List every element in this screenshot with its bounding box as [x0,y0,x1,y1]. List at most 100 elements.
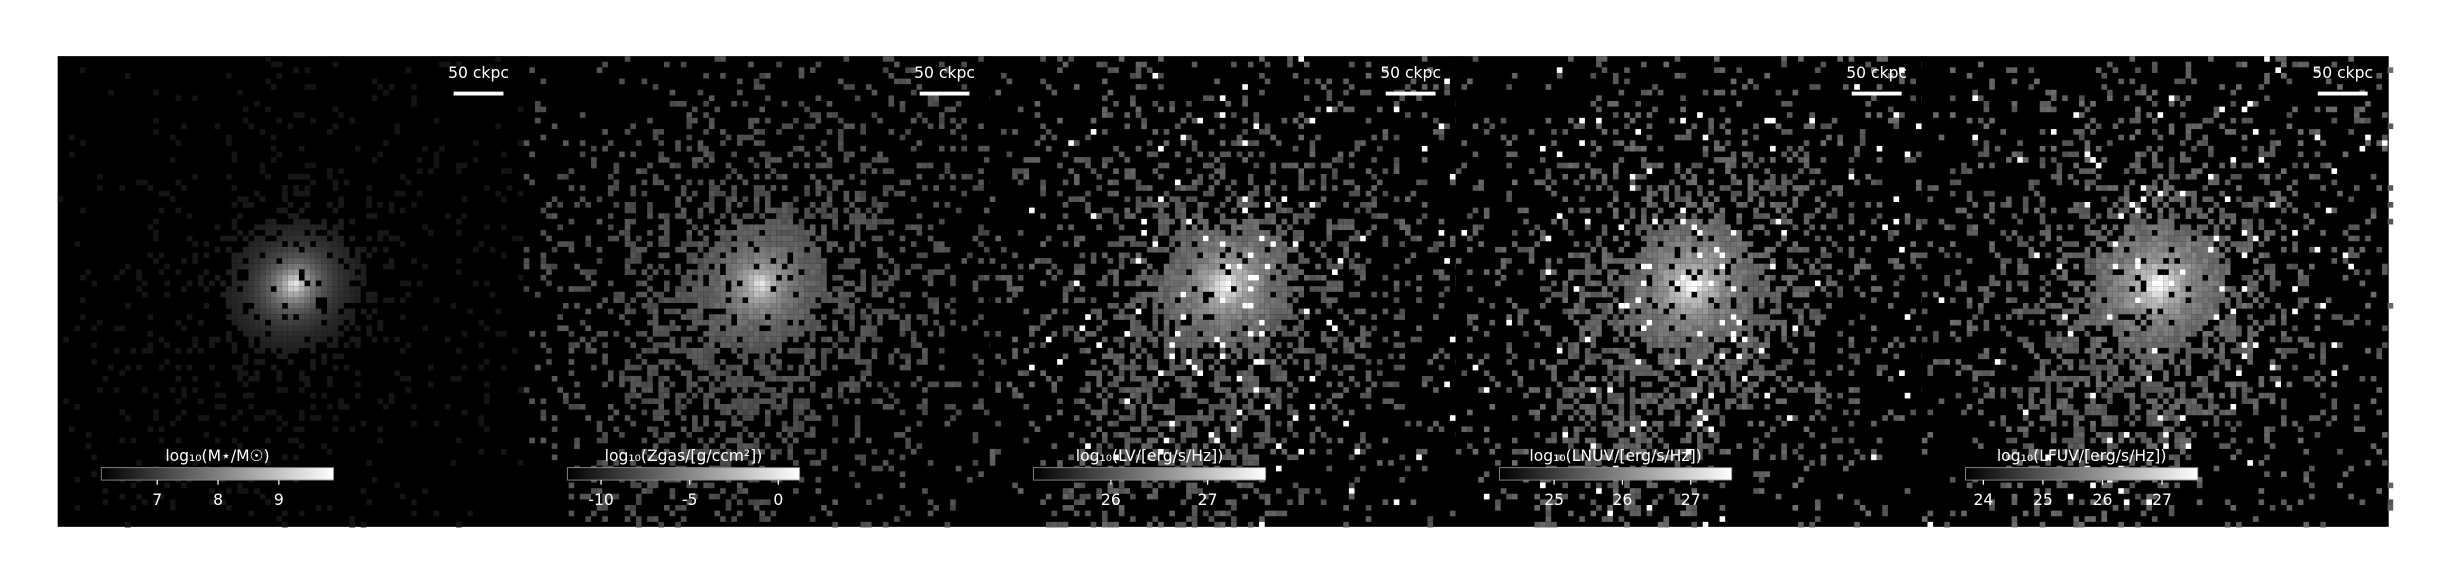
pixel [1511,72,1518,79]
pixel [169,196,176,203]
pixel [298,112,305,118]
pixel [860,179,867,186]
pixel [287,280,294,287]
colorbar-label: log₁₀(Zgas/[g/ccm²]) [605,447,763,465]
pixel [736,404,743,410]
pixel [1365,72,1372,79]
pixel [916,213,923,219]
pixel [1281,196,1288,203]
pixel [1247,303,1254,309]
pixel [910,448,917,455]
pixel [1135,252,1142,259]
pixel [1197,151,1204,158]
pixel [1511,370,1518,376]
pixel [669,460,676,466]
pixel [192,241,198,247]
pixel [254,280,260,287]
pixel [327,202,333,208]
pixel [1489,319,1496,326]
pixel [270,308,277,315]
pixel [630,269,636,275]
pixel [708,364,715,371]
pixel [1242,297,1248,304]
pixel [1281,303,1288,309]
pixel [641,179,648,186]
pixel [748,303,754,309]
pixel [1264,499,1271,506]
pixel [770,297,777,304]
pixel [680,404,687,410]
pixel [978,370,984,376]
pixel [1298,202,1305,208]
pixel [1118,364,1125,371]
pixel [1332,404,1338,410]
pixel [1320,173,1327,180]
pixel [1247,364,1254,371]
pixel [1135,67,1142,73]
pixel [809,432,816,438]
pixel [675,196,681,203]
pixel [804,241,810,247]
pixel [742,331,749,337]
pixel [882,460,889,466]
pixel [1472,314,1479,320]
pixel [708,347,715,354]
pixel [944,106,951,113]
pixel [720,426,726,433]
pixel [815,291,822,298]
pixel [1163,303,1170,309]
pixel [1073,415,1080,421]
pixel [798,280,805,287]
pixel [658,235,665,242]
pixel [529,67,535,73]
pixel [1191,297,1198,304]
pixel [972,353,979,360]
pixel [484,185,490,191]
pixel [265,241,271,247]
pixel [753,364,760,371]
pixel [1292,235,1299,242]
pixel [1158,218,1164,225]
pixel [658,179,665,186]
pixel [1438,426,1445,433]
pixel [922,353,928,360]
pixel [781,241,788,247]
pixel [1000,263,1007,270]
pixel [169,387,176,393]
pixel [1231,61,1237,68]
pixel [1264,286,1271,292]
pixel [371,291,378,298]
pixel [697,359,704,365]
pixel [1102,336,1108,343]
pixel [192,258,198,264]
pixel [563,392,569,399]
pixel [197,274,204,281]
pixel [641,190,648,197]
pixel [1208,342,1215,348]
pixel [1393,162,1400,169]
pixel [635,482,642,489]
pixel [664,420,670,427]
pixel [1348,84,1355,90]
pixel [708,258,715,264]
pixel [1444,84,1450,90]
pixel [1393,499,1400,506]
pixel [1158,72,1164,79]
pixel [1130,168,1136,174]
pixel [298,303,305,309]
pixel [630,207,636,214]
pixel [837,347,844,354]
pixel [927,224,934,231]
pixel [1264,336,1271,343]
pixel [332,426,339,433]
pixel [80,314,86,320]
pixel [214,336,221,343]
pixel [1225,280,1232,287]
pixel [495,190,501,197]
pixel [765,218,771,225]
pixel [989,448,996,455]
pixel [787,303,794,309]
pixel [1163,140,1170,146]
pixel [1163,291,1170,298]
pixel [1174,202,1181,208]
